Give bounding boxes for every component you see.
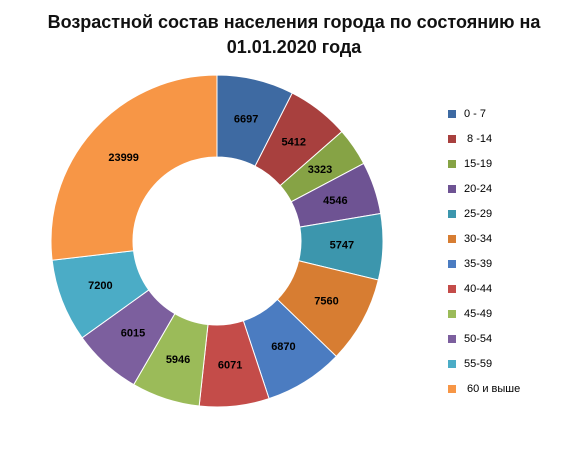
data-label: 3323 [308, 164, 332, 176]
legend-item: 50-54 [448, 326, 520, 351]
legend-swatch [448, 159, 456, 168]
data-label: 7560 [314, 295, 338, 307]
legend-swatch [448, 184, 456, 193]
legend-swatch [448, 109, 456, 118]
data-label: 4546 [323, 195, 347, 207]
legend-item: 15-19 [448, 151, 520, 176]
legend-label: 20-24 [464, 182, 493, 195]
legend-label: 15-19 [464, 157, 493, 170]
legend-swatch [448, 259, 456, 268]
legend-item: 60 и выше [448, 376, 520, 401]
legend-swatch [448, 234, 456, 243]
legend-label: 60 и выше [464, 382, 521, 395]
legend-swatch [448, 284, 456, 293]
legend-swatch [448, 209, 456, 218]
legend-label: 50-54 [464, 332, 493, 345]
chart-title-line-1: Возрастной состав населения города по со… [47, 12, 541, 32]
legend-item: 45-49 [448, 301, 520, 326]
legend-swatch [448, 334, 456, 343]
legend-item: 25-29 [448, 201, 520, 226]
data-label: 5946 [166, 354, 190, 366]
data-label: 6697 [234, 113, 258, 125]
legend-item: 30-34 [448, 226, 520, 251]
legend-label: 55-59 [464, 357, 493, 370]
legend-label: 0 - 7 [464, 107, 487, 120]
legend-item: 20-24 [448, 176, 520, 201]
legend-label: 8 -14 [464, 132, 493, 145]
data-label: 6870 [271, 341, 295, 353]
legend-swatch [448, 359, 456, 368]
legend: 0 - 7 8 -14 15-19 20-24 25-29 30-34 35-39 40-4… [448, 101, 520, 401]
data-label: 23999 [108, 152, 139, 164]
legend-swatch [448, 384, 456, 393]
data-label: 5412 [281, 136, 305, 148]
legend-item: 55-59 [448, 351, 520, 376]
data-label: 6015 [121, 328, 145, 340]
legend-item: 40-44 [448, 276, 520, 301]
chart-title: Возрастной состав населения города по со… [40, 10, 548, 60]
legend-item: 0 - 7 [448, 101, 520, 126]
legend-label: 40-44 [464, 282, 493, 295]
legend-label: 45-49 [464, 307, 493, 320]
legend-swatch [448, 134, 456, 143]
legend-label: 25-29 [464, 207, 493, 220]
legend-item: 35-39 [448, 251, 520, 276]
donut-slice [50, 74, 218, 261]
legend-item: 8 -14 [448, 126, 520, 151]
chart-title-line-2: 01.01.2020 года [226, 37, 362, 57]
data-label: 5747 [330, 239, 354, 251]
legend-label: 35-39 [464, 257, 493, 270]
data-label: 6071 [218, 359, 242, 371]
data-label: 7200 [88, 280, 112, 292]
legend-label: 30-34 [464, 232, 493, 245]
legend-swatch [448, 309, 456, 318]
